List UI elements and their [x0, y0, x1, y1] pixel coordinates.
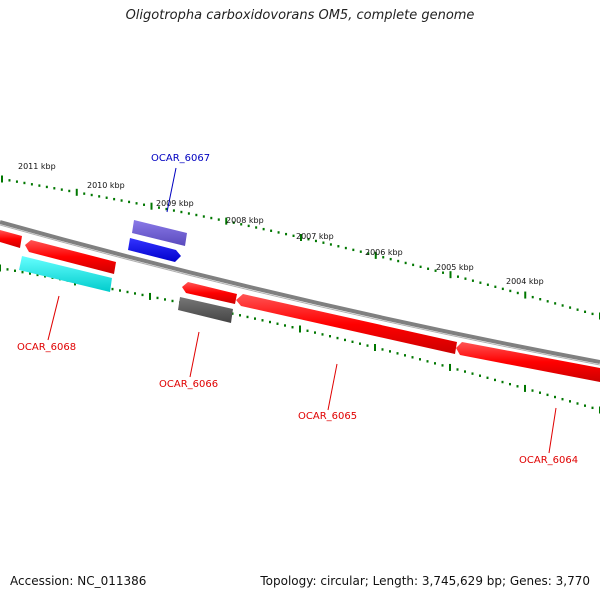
- ruler-label-2004: 2004 kbp: [506, 277, 544, 286]
- ruler-label-2006: 2006 kbp: [365, 248, 403, 257]
- ruler-label-2011: 2011 kbp: [18, 162, 56, 171]
- gene-ocar-6067-forward[interactable]: [132, 220, 187, 246]
- gene-ocar-6068-cds[interactable]: [25, 240, 116, 274]
- gene-label-ocar-6065[interactable]: OCAR_6065: [298, 411, 357, 422]
- gene-label-ocar-6067[interactable]: OCAR_6067: [151, 153, 210, 164]
- ruler-label-2007: 2007 kbp: [296, 232, 334, 241]
- inner-tick-ruler: [0, 264, 600, 414]
- genome-backbone: [0, 220, 600, 364]
- ruler-label-2008: 2008 kbp: [226, 216, 264, 225]
- gene-label-ocar-6064[interactable]: OCAR_6064: [519, 455, 578, 466]
- gene-ocar-6066-grey[interactable]: [178, 297, 233, 323]
- genome-summary-label: Topology: circular; Length: 3,745,629 bp…: [260, 574, 590, 588]
- outer-tick-ruler: [1, 175, 600, 320]
- gene-label-ocar-6068[interactable]: OCAR_6068: [17, 342, 76, 353]
- map-title: Oligotropha carboxidovorans OM5, complet…: [125, 8, 475, 23]
- accession-label: Accession: NC_011386: [10, 574, 147, 588]
- gene-ocar-6066-cds[interactable]: [182, 282, 237, 304]
- gene-ocar-6064-cds[interactable]: [456, 342, 600, 382]
- ruler-label-2009: 2009 kbp: [156, 199, 194, 208]
- gene-blue-forward[interactable]: [128, 238, 181, 262]
- gene-red-left-edge[interactable]: [0, 230, 22, 248]
- gene-ocar-6068-cyan[interactable]: [19, 256, 112, 292]
- gene-ocar-6065-cds[interactable]: [236, 294, 457, 354]
- gene-label-ocar-6066[interactable]: OCAR_6066: [159, 379, 218, 390]
- ruler-labels: 2011 kbp 2010 kbp 2009 kbp 2008 kbp 2007…: [18, 162, 544, 286]
- ruler-label-2005: 2005 kbp: [436, 263, 474, 272]
- ruler-label-2010: 2010 kbp: [87, 181, 125, 190]
